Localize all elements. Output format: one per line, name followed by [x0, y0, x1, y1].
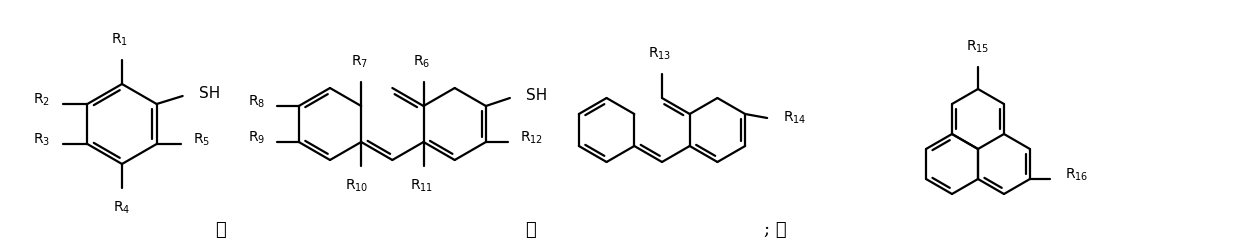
- Text: SH: SH: [198, 86, 219, 102]
- Text: R$_{16}$: R$_{16}$: [1065, 167, 1089, 183]
- Text: R$_7$: R$_7$: [351, 54, 368, 70]
- Text: R$_5$: R$_5$: [192, 132, 210, 148]
- Text: R$_6$: R$_6$: [413, 54, 430, 70]
- Text: R$_{12}$: R$_{12}$: [520, 130, 543, 146]
- Text: R$_{11}$: R$_{11}$: [410, 178, 433, 194]
- Text: R$_2$: R$_2$: [33, 92, 51, 108]
- Text: ; 或: ; 或: [764, 221, 786, 239]
- Text: R$_{10}$: R$_{10}$: [346, 178, 370, 194]
- Text: SH: SH: [526, 88, 547, 104]
- Text: R$_{13}$: R$_{13}$: [649, 46, 672, 62]
- Text: R$_{15}$: R$_{15}$: [966, 39, 990, 55]
- Text: R$_9$: R$_9$: [248, 130, 265, 146]
- Text: R$_8$: R$_8$: [248, 94, 265, 110]
- Text: R$_1$: R$_1$: [112, 32, 129, 48]
- Text: R$_3$: R$_3$: [33, 132, 51, 148]
- Text: 或: 或: [525, 221, 536, 239]
- Text: 或: 或: [215, 221, 226, 239]
- Text: R$_4$: R$_4$: [113, 200, 130, 216]
- Text: R$_{14}$: R$_{14}$: [784, 110, 807, 126]
